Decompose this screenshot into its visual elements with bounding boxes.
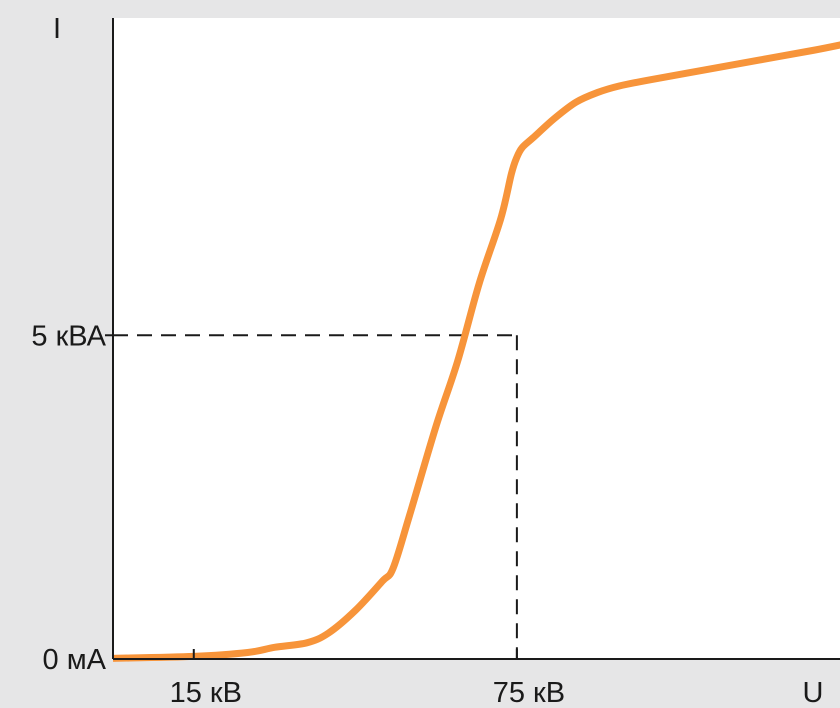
ticks: 15 кВ 75 кВ 0 мА 5 кВА bbox=[31, 320, 565, 708]
x-tick-label: 75 кВ bbox=[493, 677, 565, 708]
y-tick-label: 0 мА bbox=[43, 644, 107, 676]
x-axis-label: U bbox=[803, 677, 824, 708]
series-lines bbox=[112, 41, 840, 662]
y-tick-label: 5 кВА bbox=[31, 320, 106, 352]
y-axis-label: I bbox=[53, 13, 61, 45]
plot-area bbox=[113, 18, 840, 659]
x-tick-label: 15 кВ bbox=[170, 677, 242, 708]
reference-lines bbox=[113, 334, 518, 659]
series-line-0 bbox=[112, 41, 840, 662]
